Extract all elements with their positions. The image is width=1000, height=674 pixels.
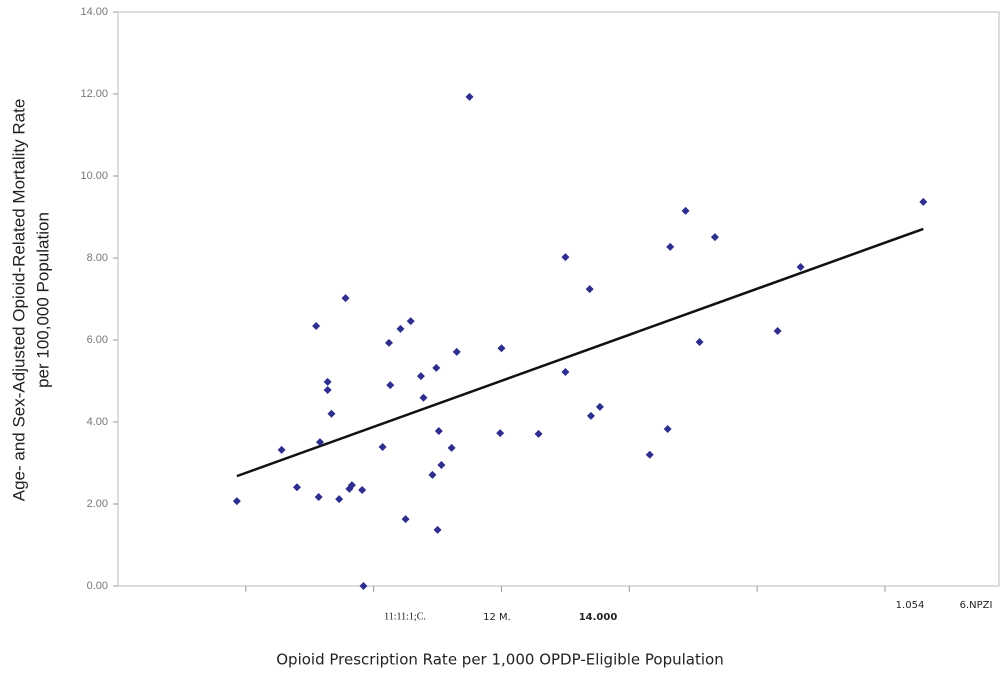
point: [232, 497, 241, 506]
point: [323, 377, 332, 386]
point: [416, 372, 425, 381]
point: [419, 393, 428, 402]
y-tick-label: 10.00: [80, 170, 108, 182]
x-axis-text: 1.054: [896, 600, 925, 611]
point: [401, 515, 410, 524]
point: [497, 344, 506, 353]
point: [595, 402, 604, 411]
point: [666, 242, 675, 251]
point: [386, 381, 395, 390]
point: [447, 443, 456, 452]
point: [396, 324, 405, 333]
point: [586, 411, 595, 420]
y-tick-label: 0.00: [87, 580, 108, 592]
point: [335, 495, 344, 504]
y-tick-label: 6.00: [87, 334, 108, 346]
x-axis-text: 12 M.: [483, 612, 511, 623]
y-axis-label: Age- and Sex-Adjusted Opioid-Related Mor…: [9, 99, 28, 502]
point: [406, 317, 415, 326]
point: [314, 493, 323, 502]
y-tick-label: 2.00: [87, 498, 108, 510]
point: [434, 427, 443, 436]
point: [433, 525, 442, 534]
x-axis-text: 14.000: [579, 612, 618, 623]
y-tick-label: 4.00: [87, 416, 108, 428]
point: [378, 443, 387, 452]
point: [919, 197, 928, 206]
point: [347, 481, 356, 490]
x-axis-label: Opioid Prescription Rate per 1,000 OPDP-…: [276, 651, 723, 669]
point: [432, 363, 441, 372]
point: [773, 326, 782, 335]
point: [561, 367, 570, 376]
point: [534, 429, 543, 438]
point: [561, 253, 570, 262]
point: [465, 92, 474, 101]
point: [341, 294, 350, 303]
point: [645, 450, 654, 459]
point: [315, 438, 324, 447]
point: [796, 263, 805, 272]
point: [437, 461, 446, 470]
point: [323, 386, 332, 395]
point: [428, 470, 437, 479]
point: [359, 582, 368, 590]
point: [496, 429, 505, 438]
point: [277, 445, 286, 454]
point: [292, 483, 301, 492]
point: [585, 285, 594, 294]
trendline: [236, 227, 924, 478]
point: [384, 338, 393, 347]
point: [681, 206, 690, 215]
y-axis-label: per 100,000 Population: [33, 212, 52, 388]
point: [663, 424, 672, 433]
y-tick-label: 14.00: [80, 6, 108, 18]
y-tick-label: 8.00: [87, 252, 108, 264]
point: [327, 409, 336, 418]
y-tick-label: 12.00: [80, 88, 108, 100]
plot-area: [117, 11, 1000, 587]
point: [452, 347, 461, 356]
point: [312, 322, 321, 331]
point: [710, 233, 719, 242]
x-axis-text: 11:11:1;C.: [384, 611, 426, 622]
x-axis-text: 6.NPZI: [960, 600, 993, 611]
point: [358, 486, 367, 495]
point: [695, 338, 704, 347]
